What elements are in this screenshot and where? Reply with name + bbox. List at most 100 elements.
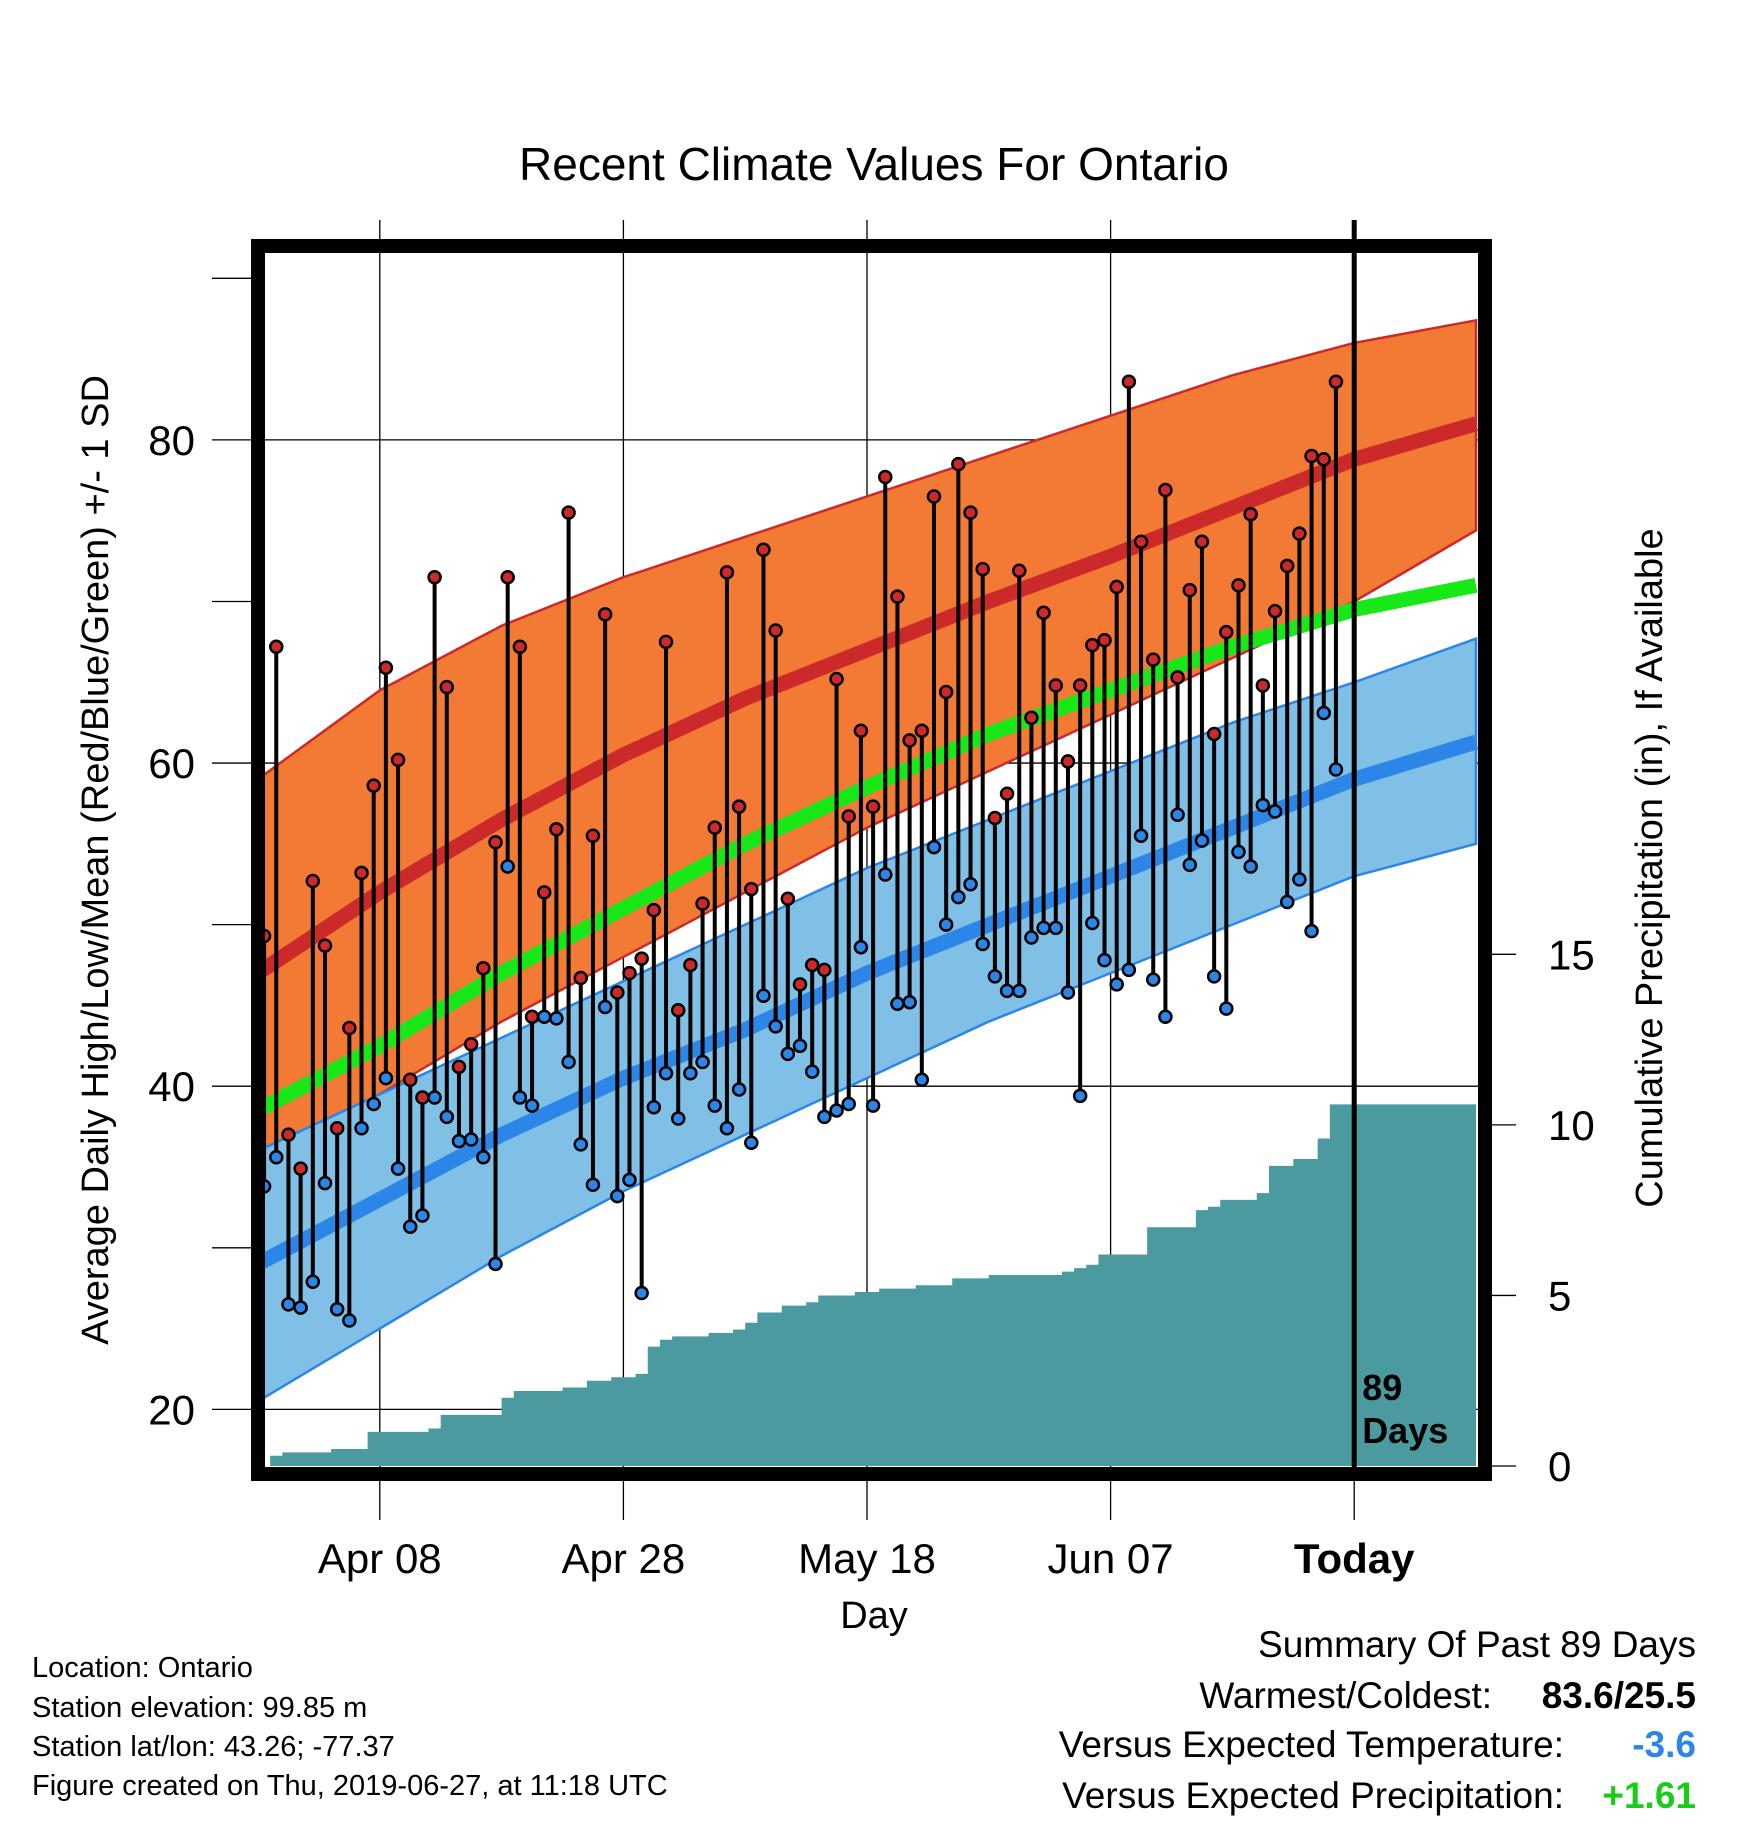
today-days-count: 89 [1362, 1367, 1402, 1408]
daily-high-point [683, 957, 698, 973]
daily-high-point [1279, 558, 1295, 574]
daily-high-point [1231, 578, 1246, 593]
daily-low-point [707, 1098, 722, 1113]
summary-warmest-label: Warmest/Coldest: [1199, 1675, 1492, 1716]
daily-low-point [768, 1019, 783, 1034]
daily-low-point [488, 1256, 503, 1272]
daily-high-point [549, 822, 564, 837]
daily-high-point [317, 938, 333, 953]
daily-low-point [1097, 952, 1112, 968]
low-sd-band [258, 636, 1478, 1403]
daily-high-point [269, 639, 284, 654]
daily-low-point [926, 839, 942, 855]
daily-high-point [1133, 534, 1149, 549]
daily-low-point [561, 1054, 576, 1070]
y2-axis-label: Cumulative Precipitation (in), If Availa… [1629, 528, 1671, 1207]
today-days-label: Days [1362, 1410, 1448, 1451]
daily-high-point [975, 561, 990, 577]
daily-high-point [427, 569, 442, 585]
mean-normal-line [258, 577, 1478, 1118]
daily-high-point [817, 962, 832, 978]
daily-low-point [281, 1297, 296, 1312]
daily-low-point [1243, 859, 1258, 874]
y2-tick-label: 15 [1548, 931, 1595, 978]
daily-low-point [439, 1109, 455, 1125]
daily-high-point [695, 896, 710, 911]
daily-low-point [585, 1177, 601, 1193]
daily-high-point [792, 977, 808, 992]
daily-low-point [1036, 920, 1051, 936]
daily-high-point [597, 607, 613, 622]
daily-low-point [293, 1300, 308, 1315]
y2-axis-ticks: 0 5 10 15 [1491, 931, 1595, 1490]
daily-high-point [951, 456, 966, 472]
daily-low-point [670, 1111, 686, 1126]
daily-low-point [378, 1070, 394, 1086]
daily-low-point [354, 1120, 369, 1136]
daily-high-point [768, 623, 783, 638]
daily-high-point [1085, 637, 1100, 653]
daily-low-point [1109, 977, 1124, 992]
daily-low-point [878, 867, 893, 882]
summary-temp-value: -3.6 [1632, 1724, 1696, 1765]
daily-high-point [1158, 482, 1173, 498]
daily-high-point [1328, 374, 1344, 389]
daily-low-point [512, 1090, 528, 1105]
daily-high-point [536, 885, 552, 900]
daily-low-point [1145, 972, 1161, 987]
daily-low-point [1158, 1009, 1173, 1024]
daily-high-point [1255, 678, 1271, 693]
daily-high-point [463, 1036, 479, 1052]
y-tick-label: 20 [148, 1386, 195, 1433]
daily-high-point [329, 1120, 345, 1136]
x-tick-label: May 18 [798, 1535, 936, 1582]
daily-low-point [963, 876, 978, 892]
daily-high-point [390, 752, 406, 768]
footer-latlon: Station lat/lon: 43.26; -77.37 [32, 1731, 395, 1763]
daily-high-point [403, 1072, 418, 1087]
daily-high-point [1060, 754, 1076, 769]
daily-low-point [975, 936, 990, 952]
summary-warmest-value: 83.6/25.5 [1542, 1675, 1696, 1716]
daily-low-point [938, 917, 954, 932]
daily-low-point [415, 1208, 430, 1223]
daily-high-point [1170, 670, 1185, 685]
high-normal-line [258, 416, 1479, 980]
daily-low-point [500, 859, 515, 874]
footer-location: Location: Ontario [32, 1652, 253, 1684]
daily-high-point [658, 634, 674, 650]
daily-low-point [1048, 920, 1064, 936]
daily-high-point [780, 891, 796, 907]
x-axis-label: Day [840, 1595, 908, 1637]
daily-high-point [719, 565, 735, 580]
daily-high-point [281, 1127, 296, 1142]
daily-high-point [512, 639, 528, 654]
daily-low-point [865, 1098, 881, 1113]
daily-high-point [1012, 563, 1027, 579]
daily-high-point [561, 505, 576, 520]
daily-high-point [1194, 534, 1210, 549]
daily-low-point [841, 1096, 856, 1112]
daily-low-point [756, 988, 771, 1003]
daily-low-point [610, 1188, 625, 1204]
daily-high-point [707, 820, 722, 835]
daily-high-point [524, 1009, 540, 1024]
daily-high-point [451, 1059, 467, 1075]
daily-low-point [719, 1120, 735, 1136]
daily-low-point [999, 983, 1015, 999]
daily-low-point [1231, 844, 1246, 860]
daily-low-point [695, 1054, 710, 1070]
daily-low-point [1133, 828, 1149, 844]
daily-low-point [890, 996, 905, 1012]
daily-low-point [1279, 894, 1295, 910]
y2-tick-label: 10 [1548, 1102, 1595, 1149]
daily-low-point [1316, 705, 1331, 721]
daily-high-point [573, 970, 589, 986]
daily-high-point [999, 786, 1015, 802]
daily-low-point [1182, 857, 1198, 873]
x-axis-ticks: Apr 08 Apr 28 May 18 Jun 07 Today [318, 1480, 1415, 1582]
daily-high-point [1024, 710, 1039, 726]
daily-low-point [1012, 983, 1027, 999]
daily-low-point [622, 1172, 637, 1188]
